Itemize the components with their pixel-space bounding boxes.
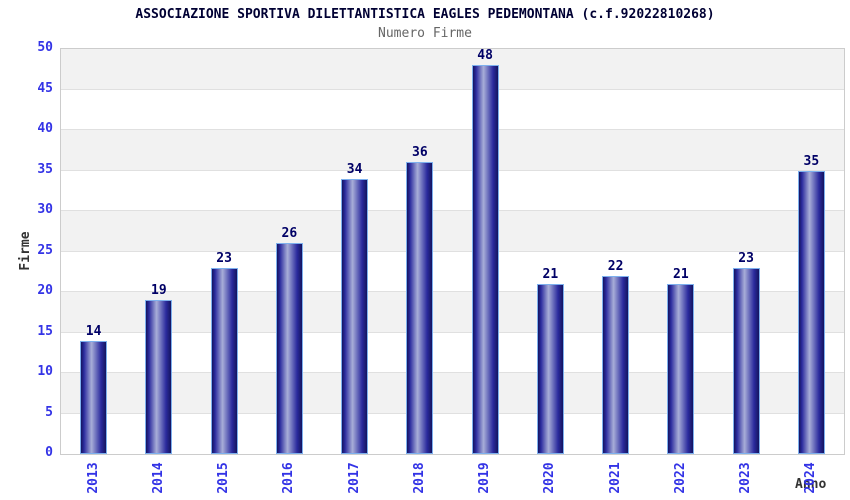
bar-value-label: 21 bbox=[542, 266, 559, 282]
bar-value-label: 26 bbox=[281, 226, 298, 242]
bar-2014 bbox=[145, 300, 173, 454]
chart-title: ASSOCIAZIONE SPORTIVA DILETTANTISTICA EA… bbox=[135, 7, 715, 22]
bar-value-label: 19 bbox=[151, 283, 167, 299]
x-tick-label: 2022 bbox=[672, 462, 688, 494]
bar-2020 bbox=[536, 283, 564, 454]
bar-2013 bbox=[80, 340, 108, 454]
bar-value-label: 23 bbox=[738, 250, 754, 266]
plot-band bbox=[61, 332, 844, 373]
y-tick-label: 0 bbox=[45, 445, 53, 460]
plot-band bbox=[61, 130, 844, 171]
bar-2015 bbox=[210, 267, 238, 454]
bar-value-label: 35 bbox=[803, 153, 820, 169]
bar-2021 bbox=[602, 275, 630, 454]
y-tick-label: 40 bbox=[37, 121, 53, 136]
gridline bbox=[61, 412, 844, 414]
gridline bbox=[61, 88, 844, 90]
bar-value-label: 22 bbox=[607, 258, 624, 274]
gridline bbox=[61, 210, 844, 211]
x-tick-label: 2013 bbox=[85, 462, 101, 494]
bar-value-label: 48 bbox=[477, 48, 493, 64]
plot-band bbox=[61, 211, 844, 252]
x-tick-label: 2023 bbox=[738, 462, 754, 494]
plot-band bbox=[61, 292, 844, 333]
y-tick-label: 5 bbox=[45, 404, 53, 420]
plot-band bbox=[61, 373, 844, 414]
plot-band bbox=[61, 251, 844, 292]
bar-value-label: 36 bbox=[412, 145, 428, 161]
x-tick-label: 2024 bbox=[803, 462, 819, 494]
x-tick-label: 2017 bbox=[346, 462, 362, 494]
plot-area: 14 19 23 26 34 36 48 21 22 21 23 35 bbox=[60, 48, 845, 455]
x-tick-label: 2016 bbox=[281, 462, 297, 494]
plot-band bbox=[61, 89, 844, 130]
y-tick-label: 10 bbox=[37, 364, 53, 379]
gridline bbox=[61, 372, 844, 373]
x-tick-label: 2015 bbox=[216, 462, 232, 494]
gridline bbox=[61, 291, 844, 292]
gridline bbox=[61, 250, 844, 252]
y-tick-label: 45 bbox=[37, 80, 53, 96]
gridline bbox=[61, 331, 844, 333]
bar-2018 bbox=[406, 162, 434, 454]
bar-value-label: 21 bbox=[673, 266, 689, 282]
x-axis-title: Anno bbox=[795, 477, 827, 492]
plot-band bbox=[61, 49, 844, 90]
bar-value-label: 14 bbox=[85, 323, 102, 339]
y-tick-label: 25 bbox=[37, 242, 53, 258]
bar-2017 bbox=[341, 178, 369, 454]
x-tick-label: 2020 bbox=[542, 462, 558, 494]
bar-2022 bbox=[667, 283, 695, 454]
chart-subtitle: Numero Firme bbox=[378, 26, 472, 41]
bar-2019 bbox=[471, 65, 499, 454]
x-tick-label: 2021 bbox=[607, 462, 623, 494]
y-tick-label: 35 bbox=[37, 161, 53, 177]
plot-band bbox=[61, 413, 844, 454]
x-tick-label: 2014 bbox=[150, 462, 166, 494]
bar-2023 bbox=[732, 267, 760, 454]
x-tick-label: 2018 bbox=[411, 462, 427, 494]
y-tick-label: 20 bbox=[37, 283, 53, 298]
bar-2016 bbox=[275, 243, 303, 454]
y-tick-label: 50 bbox=[37, 40, 53, 55]
y-tick-label: 30 bbox=[37, 202, 53, 217]
bar-value-label: 34 bbox=[346, 161, 363, 177]
gridline bbox=[61, 129, 844, 130]
bar-value-label: 23 bbox=[216, 250, 232, 266]
bar-2024 bbox=[797, 170, 825, 454]
x-tick-label: 2019 bbox=[477, 462, 493, 494]
gridline bbox=[61, 169, 844, 171]
plot-band bbox=[61, 170, 844, 211]
y-tick-label: 15 bbox=[37, 323, 53, 339]
